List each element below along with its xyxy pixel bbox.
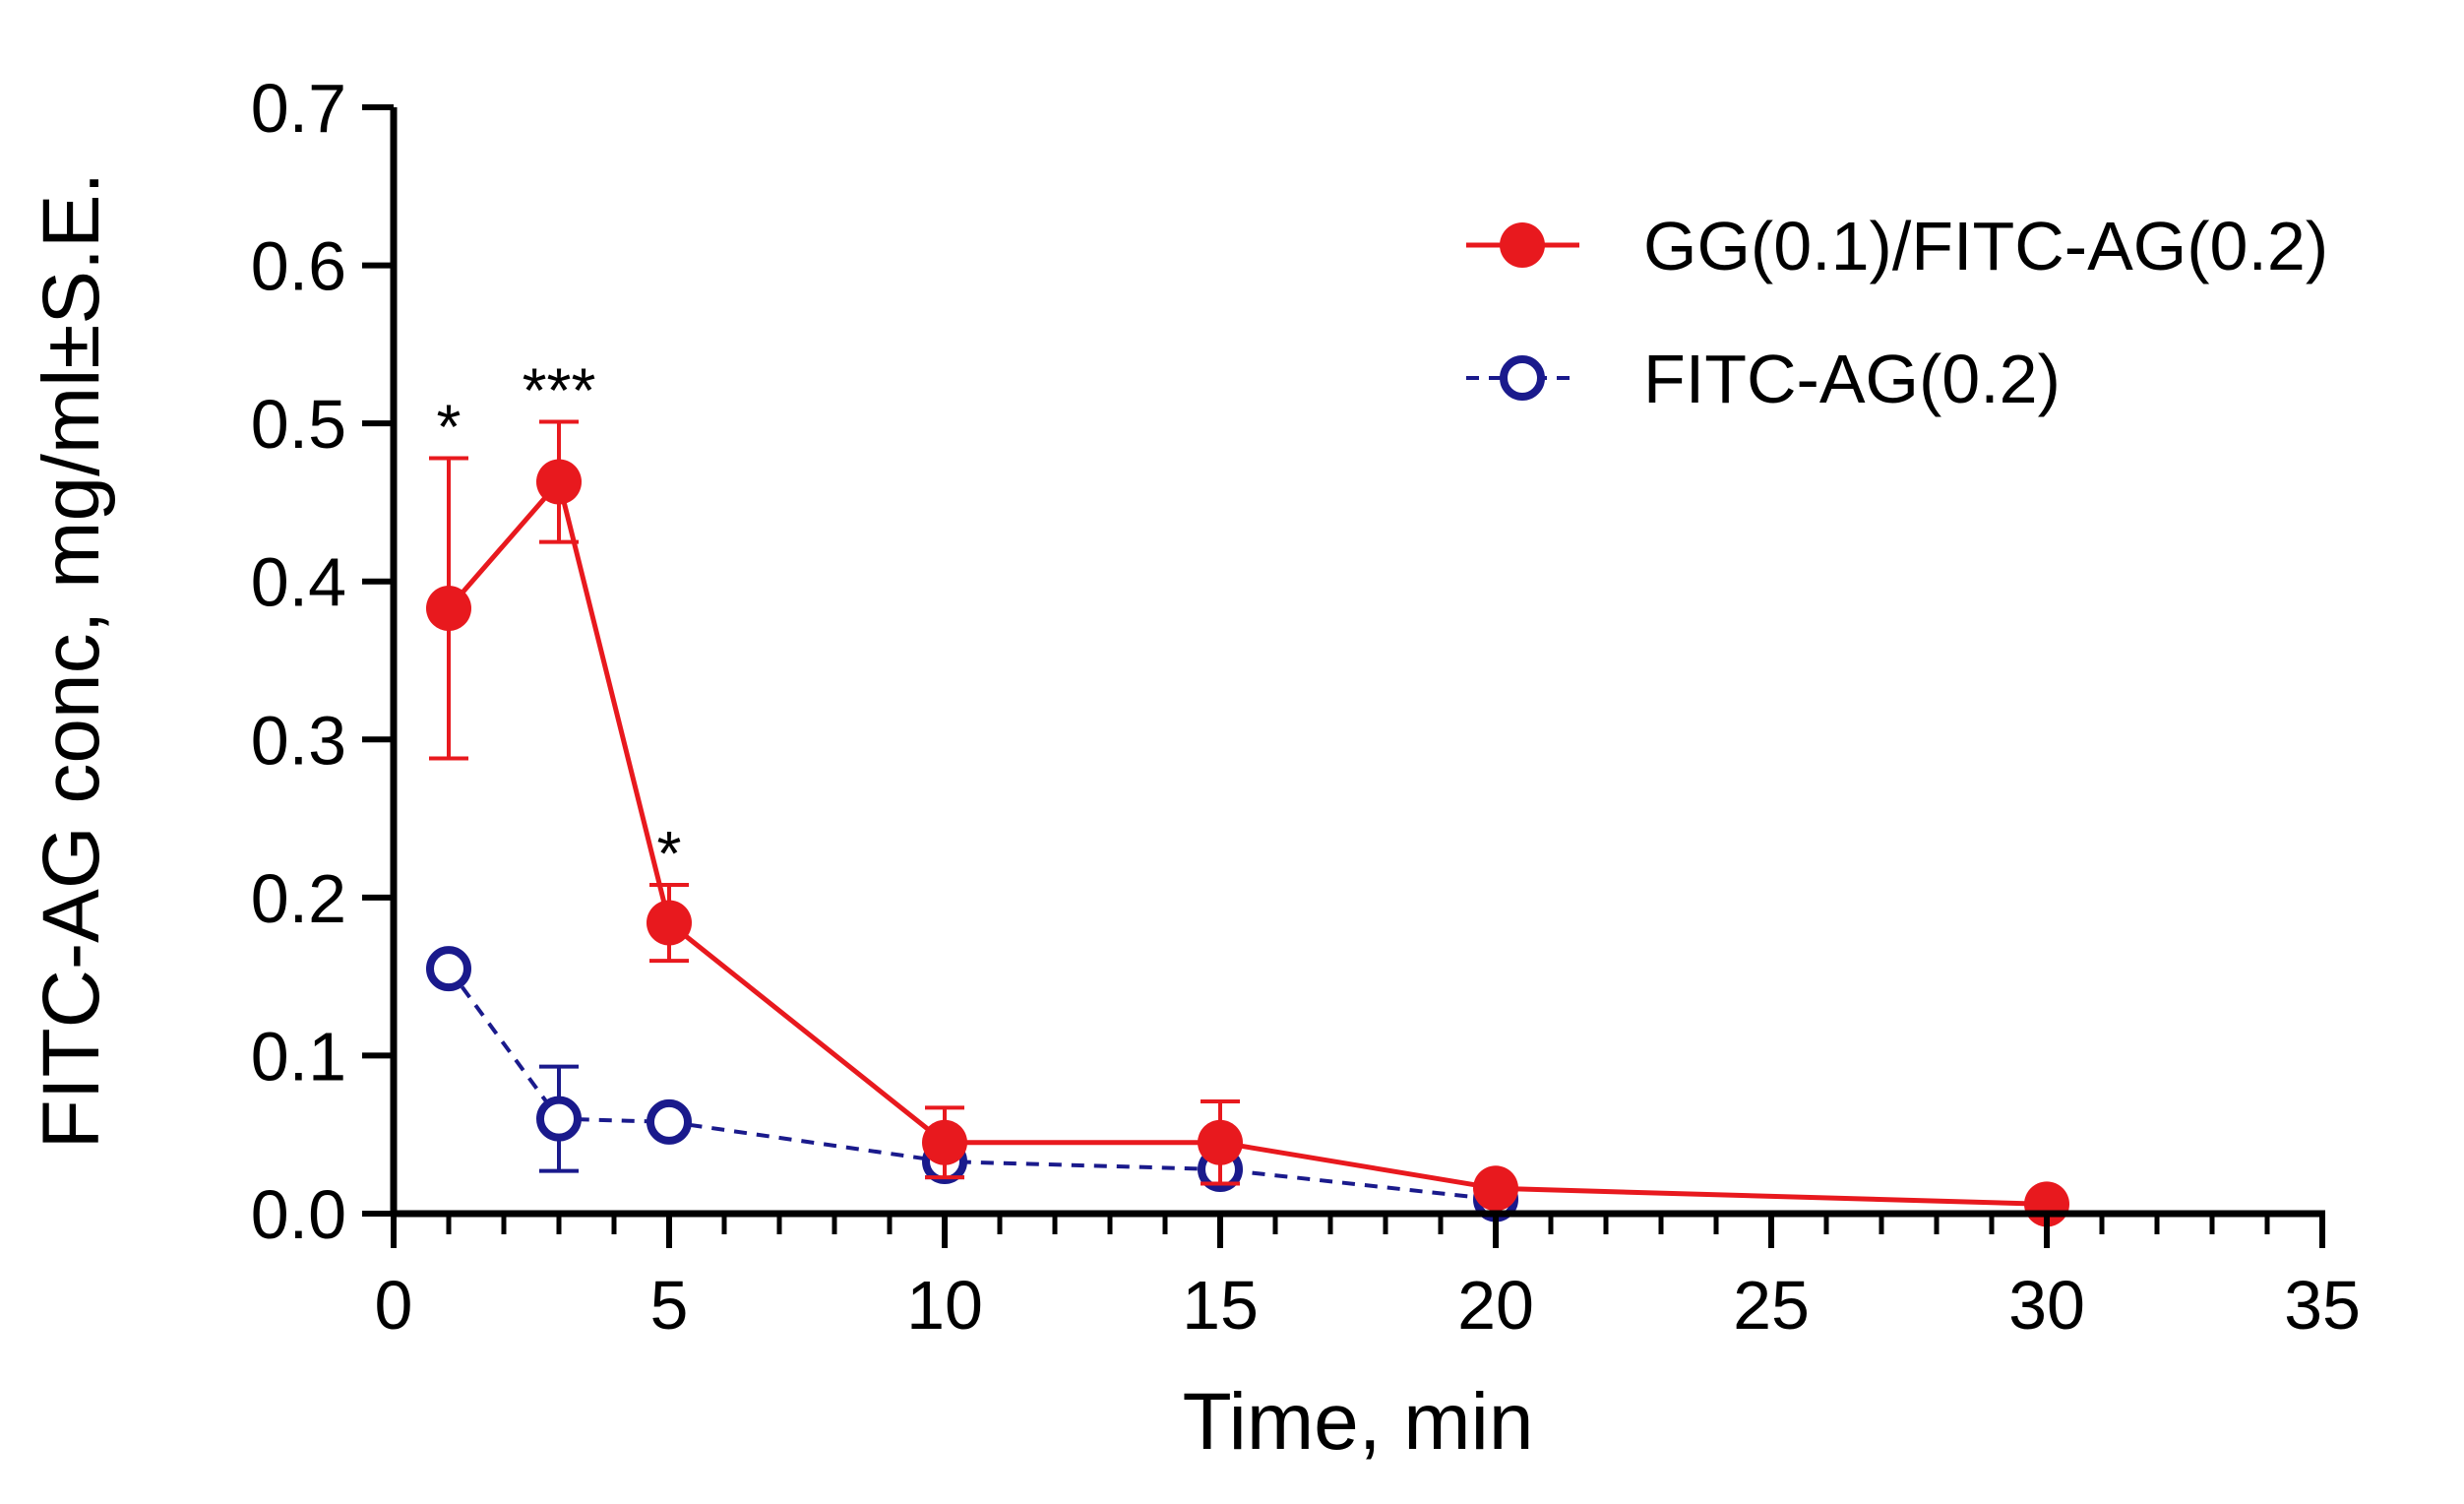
data-point (536, 459, 582, 505)
y-tick-label: 0.0 (251, 1176, 346, 1253)
x-tick-label: 25 (1733, 1267, 1810, 1344)
y-tick-label: 0.7 (251, 70, 346, 147)
data-point (1473, 1165, 1518, 1212)
data-point (426, 586, 471, 632)
significance-label: *** (523, 355, 596, 426)
data-point (922, 1119, 967, 1165)
y-tick-label: 0.6 (251, 228, 346, 305)
legend-marker (1500, 355, 1545, 401)
data-point (536, 1096, 582, 1142)
legend-label: GG(0.1)/FITC-AG(0.2) (1643, 208, 2328, 284)
x-tick-label: 5 (650, 1267, 689, 1344)
plot-layer: ***** (426, 355, 2069, 1227)
series-line (447, 476, 2048, 1207)
x-tick-label: 15 (1182, 1267, 1259, 1344)
y-tick-label: 0.3 (251, 702, 346, 779)
legend: GG(0.1)/FITC-AG(0.2) FITC-AG(0.2) (1466, 208, 2328, 417)
x-tick-label: 10 (906, 1267, 983, 1344)
data-point (647, 1098, 692, 1145)
data-point (1198, 1119, 1243, 1165)
significance-label: * (657, 818, 682, 889)
y-tick-label: 0.5 (251, 386, 346, 463)
y-tick-label: 0.4 (251, 544, 346, 621)
x-axis-title: Time, min (1183, 1377, 1534, 1467)
legend-label: FITC-AG(0.2) (1643, 341, 2061, 417)
significance-label: * (437, 391, 462, 462)
x-tick-label: 20 (1457, 1267, 1534, 1344)
y-axis-title: FITC-AG conc, mg/ml±S.E. (27, 172, 116, 1150)
legend-marker (1500, 222, 1545, 268)
y-tick-label: 0.2 (251, 860, 346, 937)
data-point (426, 946, 471, 992)
series-line (447, 967, 1497, 1202)
x-tick-label: 0 (375, 1267, 413, 1344)
y-tick-label: 0.1 (251, 1018, 346, 1095)
x-tick-label: 30 (2008, 1267, 2085, 1344)
axes-layer: 0.0 0.1 0.2 0.3 0.4 0.5 0.6 0.7 0 5 10 15 20 25 30 35 (251, 70, 2361, 1344)
data-point (647, 900, 692, 946)
x-tick-label: 35 (2284, 1267, 2361, 1344)
